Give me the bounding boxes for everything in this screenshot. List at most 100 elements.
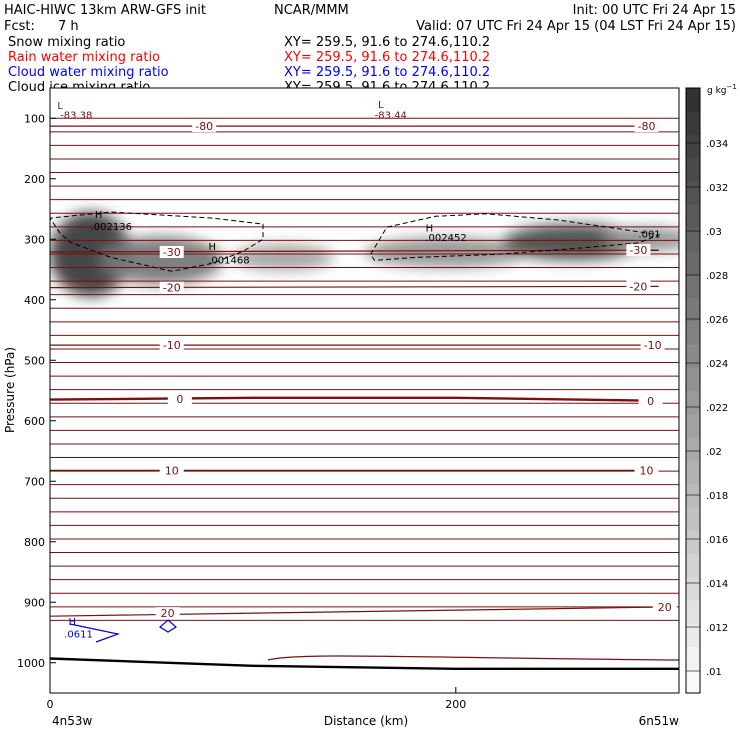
- colorbar-swatch-0: [686, 669, 700, 694]
- field-name-cloud-water: Cloud water mixing ratio: [8, 65, 169, 80]
- isotherm-label-5-0: 10: [165, 464, 179, 477]
- colorbar-swatch-13: [686, 367, 700, 391]
- cloud-water-contour-1: [158, 619, 178, 633]
- isotherm-label-bg: [159, 464, 184, 477]
- colorbar-swatch-15: [686, 320, 700, 345]
- y-tick-label-700: 700: [24, 475, 45, 488]
- isotherm-label-0-0: -80: [195, 120, 213, 133]
- colorbar-tick-label-4: .018: [706, 491, 728, 502]
- colorbar-tick-label-1: .012: [706, 623, 728, 634]
- x-tick-label-0: 0: [47, 698, 54, 711]
- isotherm-label-6-1: 20: [658, 601, 672, 614]
- colorbar-swatch-17: [686, 274, 700, 298]
- model-title: HAIC-HIWC 13km ARW-GFS init: [4, 3, 206, 18]
- isotherm-20: [50, 606, 659, 617]
- isotherm-label-bg: [626, 244, 651, 257]
- colorbar-swatch-5: [686, 553, 700, 578]
- isotherm-label-1-1: -30: [629, 244, 647, 257]
- colorbar-swatch-10: [686, 437, 700, 461]
- x-right-endpoint: 6n51w: [639, 714, 680, 728]
- isotherm--30: [50, 249, 659, 253]
- colorbar-swatch-3: [686, 599, 700, 624]
- extremum-value-6: .001: [638, 229, 660, 240]
- isotherm-label-bg: [652, 601, 677, 614]
- ice-contour-1: [370, 213, 661, 261]
- colorbar-swatch-1: [686, 646, 700, 671]
- isotherm-label-4-0: 0: [176, 393, 183, 406]
- plot-background: [50, 88, 679, 693]
- y-tick-label-200: 200: [24, 173, 45, 186]
- x-axis-title: Distance (km): [324, 714, 408, 728]
- isotherm-label-bg: [167, 392, 192, 405]
- snow-blob-3: [364, 237, 527, 268]
- colorbar-swatch-18: [686, 250, 700, 275]
- extremum-marker-5: H: [69, 617, 77, 628]
- field-xy-cloud-water: XY= 259.5, 91.6 to 274.6,110.2: [284, 65, 490, 80]
- plot-frame: [49, 87, 680, 694]
- y-tick-label-500: 500: [24, 354, 45, 367]
- isotherm-label-2-1: -20: [629, 280, 647, 293]
- y-tick-label-1000: 1000: [17, 657, 45, 670]
- extremum-value-5: .0611: [64, 629, 93, 640]
- isotherm-label-3-1: -10: [644, 339, 662, 352]
- extremum-value-4: .002452: [425, 233, 466, 244]
- colorbar-tick-label-2: .014: [706, 579, 728, 590]
- isotherm-label-bg: [159, 245, 184, 258]
- cloud-water-contours: [69, 619, 178, 643]
- colorbar-tick-label-3: .016: [706, 535, 728, 546]
- colorbar-swatch-24: [686, 111, 700, 136]
- colorbar-swatch-12: [686, 390, 700, 415]
- colorbar-tick-label-8: .026: [706, 315, 728, 326]
- colorbar-tick-label-12: .034: [706, 139, 728, 150]
- colorbar-frame: [685, 87, 701, 694]
- terrain-line: [50, 655, 679, 670]
- isotherm-label-2-0: -20: [163, 282, 181, 295]
- colorbar-tick-label-10: .03: [706, 227, 722, 238]
- colorbar-tick-label-5: .02: [706, 447, 722, 458]
- colorbar: .01 .012 .014 .016 .018 .02 .022 .024 .026 .028 .0…: [685, 87, 728, 694]
- isotherm-label-bg: [634, 464, 659, 477]
- colorbar-swatch-6: [686, 530, 700, 554]
- colorbar-unit: g kg−1: [707, 83, 737, 96]
- valid-time: Valid: 07 UTC Fri 24 Apr 15 (04 LST Fri …: [416, 19, 736, 34]
- colorbar-swatch-11: [686, 413, 700, 438]
- colorbar-tick-label-7: .024: [706, 359, 728, 370]
- field-xy-snow: XY= 259.5, 91.6 to 274.6,110.2: [284, 35, 490, 50]
- colorbar-tick-label-11: .032: [706, 183, 728, 194]
- extremum-marker-3: H: [209, 242, 217, 253]
- x-axis: 0 200: [47, 687, 466, 711]
- extrema-labels: L-83.38L-83.44H.002136H.001468H.002452H.…: [57, 100, 660, 640]
- isotherm--20: [50, 285, 659, 289]
- y-tick-label-300: 300: [24, 233, 45, 246]
- isotherm-label-bg: [634, 120, 659, 133]
- isotherm-label-bg: [638, 394, 663, 407]
- colorbar-swatch-23: [686, 134, 700, 159]
- colorbar-unit-main: g kg: [707, 86, 727, 96]
- y-axis-title: Pressure (hPa): [3, 347, 17, 433]
- isotherm-0: [50, 396, 659, 402]
- near-surface-isotherm: [267, 655, 679, 661]
- extremum-value-2: .002136: [91, 222, 132, 233]
- isotherm-label-3-0: -10: [163, 339, 181, 352]
- isotherm-label-4-1: 0: [647, 395, 654, 408]
- y-tick-label-600: 600: [24, 415, 45, 428]
- isotherm-label-6-0: 20: [161, 607, 175, 620]
- field-name-snow: Snow mixing ratio: [8, 35, 125, 50]
- y-tick-label-900: 900: [24, 596, 45, 609]
- y-tick-label-100: 100: [24, 112, 45, 125]
- extremum-marker-4: H: [426, 223, 434, 234]
- colorbar-swatch-25: [686, 88, 700, 112]
- extremum-value-3: .001468: [208, 255, 249, 266]
- y-tick-label-400: 400: [24, 294, 45, 307]
- colorbar-swatch-14: [686, 343, 700, 368]
- snow-blob-1: [100, 236, 223, 285]
- x-tick-label-200: 200: [445, 698, 466, 711]
- extremum-marker-1: L: [378, 100, 384, 111]
- cloud-ice-contours: [50, 211, 661, 272]
- extremum-value-0: -83.38: [60, 110, 92, 121]
- snow-blob-5: [603, 227, 679, 252]
- extremum-marker-0: L: [57, 101, 63, 112]
- colorbar-swatch-19: [686, 227, 700, 252]
- isotherm-label-bg: [159, 339, 184, 352]
